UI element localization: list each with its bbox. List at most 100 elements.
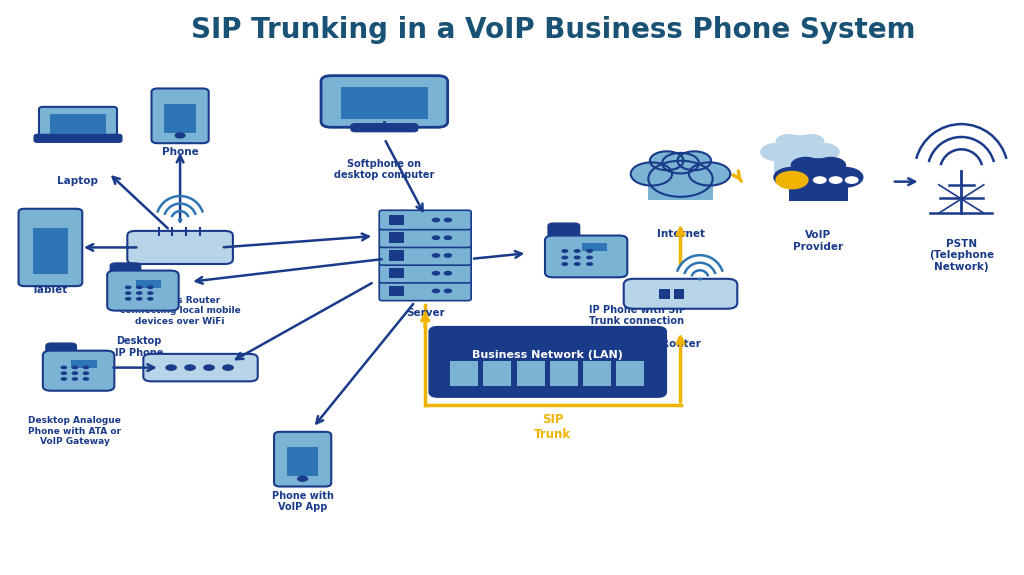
Text: VoIP
Provider: VoIP Provider: [794, 230, 844, 252]
Bar: [389, 268, 403, 278]
Bar: [389, 214, 403, 225]
Circle shape: [650, 151, 684, 170]
Text: Internet: Internet: [656, 229, 705, 239]
Text: Tablet: Tablet: [33, 285, 69, 294]
Text: SIP Trunking in a VoIP Business Phone System: SIP Trunking in a VoIP Business Phone Sy…: [190, 16, 915, 44]
FancyBboxPatch shape: [545, 236, 628, 277]
Bar: [135, 279, 162, 288]
Text: Laptop: Laptop: [57, 176, 98, 186]
Text: IP Phone with SIP
Trunk connection: IP Phone with SIP Trunk connection: [589, 305, 686, 326]
Circle shape: [561, 262, 568, 266]
Bar: [790, 180, 848, 201]
Circle shape: [573, 249, 581, 253]
Circle shape: [561, 249, 568, 253]
Circle shape: [573, 262, 581, 266]
Circle shape: [60, 377, 68, 381]
Circle shape: [845, 176, 859, 184]
Circle shape: [561, 255, 568, 259]
Bar: [341, 87, 428, 119]
Text: Softphone on
desktop computer: Softphone on desktop computer: [334, 159, 434, 181]
Bar: [674, 289, 684, 298]
FancyBboxPatch shape: [111, 263, 140, 284]
Bar: [483, 361, 512, 386]
Bar: [287, 447, 318, 476]
Text: PSTN
(Telephone
Network): PSTN (Telephone Network): [929, 239, 994, 272]
Text: Phone: Phone: [162, 147, 199, 158]
FancyBboxPatch shape: [624, 279, 737, 309]
Circle shape: [697, 278, 702, 281]
Circle shape: [125, 291, 131, 295]
Circle shape: [631, 162, 672, 186]
FancyBboxPatch shape: [379, 228, 471, 247]
FancyBboxPatch shape: [34, 135, 122, 142]
Bar: [616, 361, 644, 386]
Text: Desktop
IP Phone: Desktop IP Phone: [115, 336, 164, 358]
Circle shape: [443, 235, 453, 240]
Circle shape: [147, 291, 154, 295]
Circle shape: [785, 135, 815, 152]
Circle shape: [586, 249, 593, 253]
Circle shape: [136, 297, 142, 301]
Text: Wireless Router
connecting local mobile
devices over WiFi: Wireless Router connecting local mobile …: [120, 296, 241, 326]
FancyBboxPatch shape: [379, 281, 471, 301]
Circle shape: [586, 262, 593, 266]
Bar: [659, 289, 670, 298]
Circle shape: [432, 235, 440, 240]
FancyBboxPatch shape: [152, 89, 209, 143]
Circle shape: [443, 289, 453, 293]
FancyBboxPatch shape: [46, 343, 77, 365]
Circle shape: [443, 271, 453, 275]
Circle shape: [72, 377, 78, 381]
Circle shape: [678, 151, 711, 170]
Circle shape: [432, 289, 440, 293]
Circle shape: [663, 153, 699, 174]
Circle shape: [147, 285, 154, 289]
Circle shape: [432, 217, 440, 223]
Circle shape: [826, 167, 863, 188]
Circle shape: [432, 253, 440, 258]
Circle shape: [774, 141, 825, 170]
FancyBboxPatch shape: [43, 351, 115, 391]
Circle shape: [802, 158, 835, 177]
Circle shape: [798, 134, 824, 149]
Bar: [389, 232, 403, 243]
Circle shape: [60, 366, 68, 369]
Circle shape: [297, 476, 308, 482]
FancyBboxPatch shape: [379, 246, 471, 265]
Circle shape: [174, 132, 185, 139]
Circle shape: [775, 171, 809, 189]
Bar: [389, 286, 403, 296]
Bar: [550, 361, 578, 386]
FancyBboxPatch shape: [379, 263, 471, 283]
FancyBboxPatch shape: [322, 76, 447, 127]
Circle shape: [136, 291, 142, 295]
Bar: [50, 114, 105, 135]
Bar: [451, 361, 478, 386]
Bar: [516, 361, 545, 386]
Circle shape: [813, 176, 826, 184]
Bar: [389, 250, 403, 260]
Circle shape: [432, 271, 440, 275]
Circle shape: [72, 371, 78, 375]
FancyBboxPatch shape: [351, 124, 418, 132]
Circle shape: [828, 176, 843, 184]
Circle shape: [147, 297, 154, 301]
FancyBboxPatch shape: [39, 107, 117, 139]
Circle shape: [791, 157, 821, 174]
Circle shape: [586, 255, 593, 259]
FancyBboxPatch shape: [108, 271, 178, 310]
Circle shape: [83, 366, 89, 369]
Text: Business Network (LAN): Business Network (LAN): [472, 350, 624, 360]
Circle shape: [807, 143, 840, 162]
Circle shape: [573, 255, 581, 259]
Circle shape: [689, 162, 730, 186]
Text: Router: Router: [660, 339, 700, 349]
Bar: [165, 104, 196, 133]
Circle shape: [60, 371, 68, 375]
Text: SIP
Trunk: SIP Trunk: [535, 413, 571, 442]
FancyBboxPatch shape: [18, 209, 82, 286]
Circle shape: [177, 218, 182, 221]
FancyBboxPatch shape: [127, 231, 232, 264]
Circle shape: [648, 161, 713, 197]
FancyBboxPatch shape: [143, 354, 258, 381]
